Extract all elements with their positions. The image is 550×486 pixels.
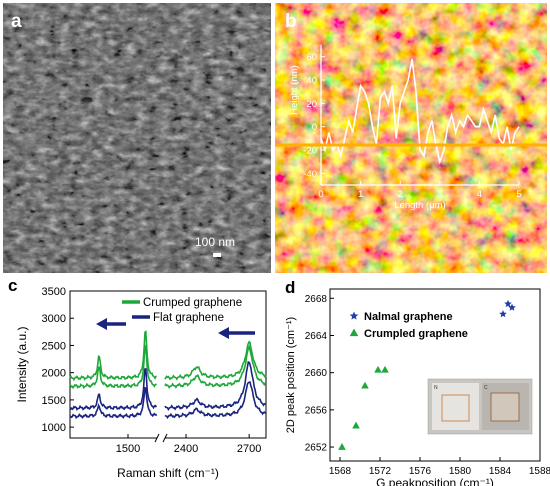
scale-bar-label: 100 nm [195, 235, 235, 249]
d-x-axis-label: G peakposition (cm⁻¹) [376, 476, 494, 486]
c-x-axis-label: Raman shift (cm⁻¹) [117, 466, 219, 480]
d-inset-square-crumpled [490, 392, 520, 422]
d-point-normal-graphene [504, 299, 512, 308]
b-x-axis-label: Length (μm) [394, 200, 445, 211]
c-y-tick-label: 1000 [42, 422, 66, 434]
d-legend-label-crumpled: Crumpled graphene [364, 328, 468, 340]
d-plot-frame [329, 288, 541, 462]
c-y-tick-label: 2500 [42, 340, 66, 352]
c-x-tick-label: 1500 [116, 443, 140, 455]
b-y-axis-label: Height (nm) [289, 65, 300, 115]
c-y-tick-label: 1500 [42, 395, 66, 407]
c-y-axis-label: Intensity (a.u.) [15, 326, 29, 402]
d-point-normal-graphene [499, 310, 507, 318]
d-legend-marker-normal [349, 311, 359, 320]
raman-plot-area: 3500 3000 2500 2000 1500 1000 1500 2400 2700 Rama… [15, 286, 267, 480]
c-x-tick-label: 2400 [174, 443, 198, 455]
panel-a-letter: a [11, 11, 22, 32]
c-axis-break-mark [162, 433, 168, 443]
d-x-tick-label: 1568 [329, 466, 352, 477]
c-legend-label-crumped: Crumped graphene [143, 297, 242, 309]
d-point-crumpled-graphene [374, 365, 382, 373]
d-point-crumpled-graphene [361, 381, 369, 389]
b-y-tick-label: 40 [306, 76, 317, 87]
d-y-tick-label: 2652 [305, 443, 328, 454]
c-axis-break-gap [157, 435, 165, 441]
d-legend-marker-crumpled [349, 328, 359, 337]
c-arrow-right-head [218, 327, 229, 339]
d-point-normal-graphene [508, 303, 516, 311]
d-inset-label-n: N [434, 385, 438, 391]
b-y-tick-label: 20 [306, 99, 317, 110]
d-inset-label-c: C [484, 385, 488, 391]
b-x-tick-label: 2 [398, 189, 403, 200]
c-spectrum-line [164, 361, 267, 411]
c-spectrum-line [69, 330, 157, 382]
b-x-tick-label: 0 [318, 189, 323, 200]
scale-bar [213, 253, 221, 257]
panel-d-letter: d [285, 278, 295, 297]
d-x-tick-label: 1588 [529, 466, 550, 477]
d-inset-sample-normal [432, 383, 479, 430]
c-spectrum-line [164, 340, 267, 381]
panel-d-peak-scatter: d 2668 2664 2660 2656 2652 1568 1572 1576 1580 15… [285, 278, 550, 486]
c-spectrum-line [69, 368, 158, 411]
c-y-tick-label: 3500 [42, 286, 66, 298]
d-point-crumpled-graphene [381, 365, 389, 373]
b-x-tick-label: 3 [437, 189, 442, 200]
panel-a-sem-image: a 100 nm [3, 3, 271, 273]
b-y-tick-label: 60 [306, 52, 317, 63]
b-y-tick-label: -40 [303, 169, 317, 180]
c-x-tick-label: 2700 [237, 443, 261, 455]
panel-c-letter: c [8, 276, 17, 295]
c-arrow-left-head [96, 318, 107, 330]
c-spectrum-line [164, 344, 266, 389]
b-y-tick-label: 0 [312, 122, 317, 133]
panel-c-raman-chart: c 3500 3000 2500 2000 1500 1000 1500 2400 2700 Ra… [8, 276, 267, 480]
c-legend-label-flat: Flat graphene [153, 312, 224, 324]
d-x-tick-label: 1576 [409, 466, 432, 477]
d-x-tick-label: 1584 [489, 466, 512, 477]
b-x-tick-label: 5 [516, 189, 521, 200]
d-x-tick-label: 1572 [369, 466, 392, 477]
d-y-tick-label: 2668 [305, 294, 328, 305]
c-y-tick-label: 2000 [42, 368, 66, 380]
d-inset-square-normal [441, 394, 470, 422]
d-y-tick-label: 2664 [305, 331, 328, 342]
c-spectrum-line [69, 343, 158, 390]
d-legend-label-normal: Nalmal graphene [364, 311, 453, 323]
d-point-crumpled-graphene [352, 421, 360, 429]
d-y-tick-label: 2660 [305, 368, 328, 379]
b-x-tick-label: 4 [477, 189, 482, 200]
d-point-crumpled-graphene [338, 443, 346, 450]
c-spectrum-line [69, 386, 158, 420]
b-x-tick-label: 1 [358, 189, 363, 200]
c-axis-break-mark [154, 433, 160, 443]
panel-b-letter: b [285, 11, 297, 32]
c-spectrum-line [164, 381, 267, 420]
scatter-plot-area: 2668 2664 2660 2656 2652 1568 1572 1576 1580 1584… [285, 288, 550, 486]
c-plot-frame [69, 290, 267, 439]
c-y-tick-label: 3000 [42, 313, 66, 325]
b-y-tick-label: -20 [303, 146, 317, 157]
b-height-profile-line [320, 58, 520, 165]
d-y-axis-label: 2D peak position (cm⁻¹) [285, 317, 297, 433]
d-y-tick-label: 2656 [305, 405, 328, 416]
d-x-tick-label: 1580 [449, 466, 472, 477]
